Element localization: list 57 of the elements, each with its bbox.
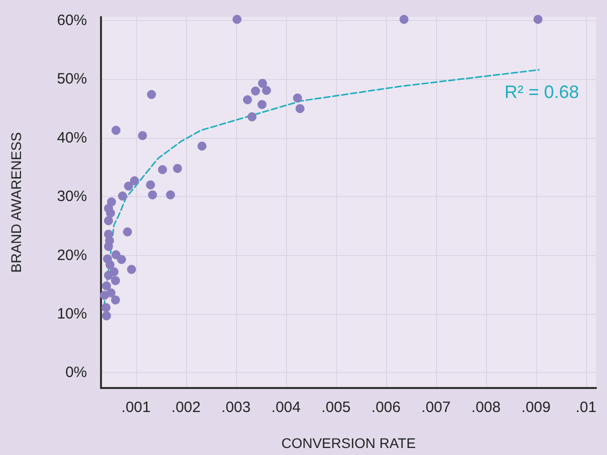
- point: [102, 311, 111, 320]
- point: [400, 14, 408, 24]
- x-tick-label: .008: [471, 399, 501, 416]
- annotation: R² = 0.68: [504, 82, 580, 102]
- x-tick-label: .003: [221, 399, 251, 416]
- x-tick-label: .002: [171, 399, 201, 416]
- point: [111, 276, 120, 286]
- y-tick-label: 50%: [56, 70, 87, 88]
- point: [111, 295, 120, 304]
- point: [296, 104, 304, 114]
- point: [106, 260, 114, 270]
- point: [124, 182, 133, 191]
- point: [198, 142, 206, 151]
- point: [158, 165, 167, 174]
- point: [258, 78, 267, 88]
- x-tick-label: .005: [321, 399, 351, 416]
- point: [147, 90, 156, 99]
- point: [102, 303, 110, 312]
- point: [106, 208, 115, 218]
- point: [232, 14, 242, 24]
- y-tick-label: 20%: [56, 246, 87, 264]
- point: [262, 86, 271, 95]
- y-tick-label: 40%: [56, 129, 87, 146]
- point: [117, 254, 126, 264]
- y-tick-label: 30%: [56, 188, 87, 206]
- point: [104, 216, 113, 226]
- point: [243, 95, 252, 104]
- x-axis-title: CONVERSION RATE: [281, 435, 416, 451]
- point: [112, 126, 120, 135]
- x-tick-label: .01: [576, 399, 596, 416]
- point: [123, 227, 132, 236]
- y-axis-title: BRAND AWARENESS: [8, 132, 24, 273]
- x-tick-label: .001: [121, 399, 151, 416]
- point: [102, 281, 111, 290]
- y-tick-label: 10%: [56, 306, 87, 323]
- point: [166, 190, 175, 200]
- x-tick-label: .009: [521, 399, 551, 416]
- point: [118, 192, 127, 201]
- point: [248, 112, 256, 122]
- point: [258, 100, 266, 109]
- point: [104, 270, 113, 280]
- x-tick-label: .004: [271, 399, 301, 416]
- point: [146, 180, 155, 190]
- point: [130, 176, 139, 186]
- point: [100, 290, 109, 300]
- point: [127, 264, 136, 274]
- point: [148, 190, 157, 200]
- point: [138, 131, 147, 140]
- x-tick-label: .006: [371, 399, 401, 416]
- x-tick-label: .007: [421, 399, 451, 416]
- point: [293, 94, 302, 103]
- point: [104, 242, 113, 252]
- y-tick-label: 60%: [56, 12, 87, 30]
- point: [173, 164, 182, 173]
- y-tick-label: 0%: [65, 364, 87, 382]
- point: [534, 14, 542, 24]
- point: [251, 86, 260, 96]
